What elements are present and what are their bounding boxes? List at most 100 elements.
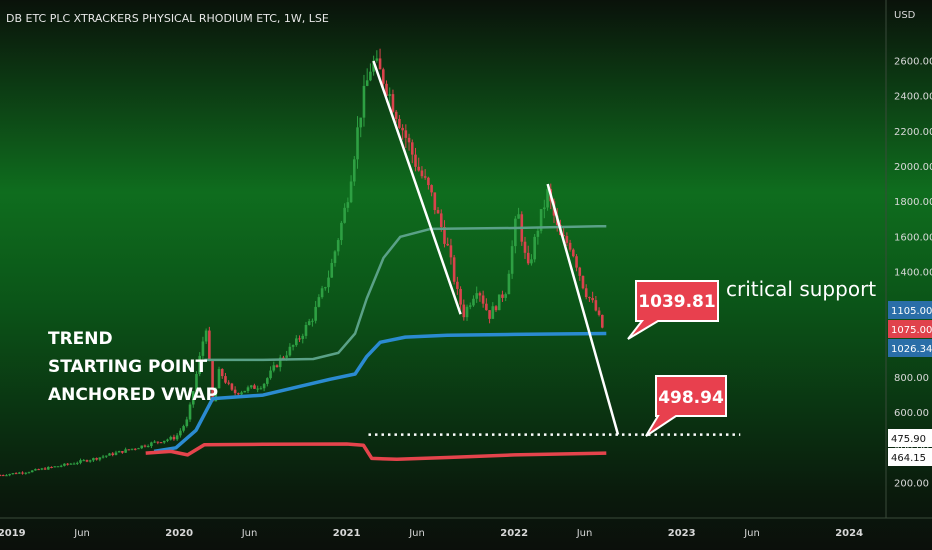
candle-body	[417, 166, 421, 171]
candle-body	[423, 176, 427, 178]
candle-body	[372, 60, 375, 72]
candle-body	[462, 304, 466, 318]
candle-body	[304, 324, 308, 336]
candle-body	[43, 468, 47, 470]
candle-body	[504, 294, 507, 298]
candle-body	[594, 300, 598, 311]
candle-body	[352, 159, 356, 182]
candle-body	[291, 345, 295, 347]
candle-body	[485, 303, 488, 311]
candle-body	[143, 445, 147, 447]
note-line-2: STARTING POINT	[48, 357, 207, 377]
candle-body	[327, 277, 330, 288]
candle-body	[359, 117, 363, 128]
candle-body	[66, 463, 69, 465]
candle-body	[47, 466, 50, 470]
candle-body	[433, 192, 437, 211]
candle-body	[468, 305, 472, 307]
candle-body	[514, 218, 517, 247]
candle-body	[391, 94, 395, 112]
candle-body	[256, 388, 259, 390]
candle-body	[111, 453, 115, 455]
candle-body	[410, 142, 414, 155]
x-tick-label: Jun	[743, 528, 760, 539]
price-tag-box	[888, 301, 932, 319]
candle-body	[191, 391, 195, 405]
candle-body	[14, 473, 18, 475]
candle-body	[59, 465, 63, 467]
support-callout-box	[627, 280, 719, 340]
candle-body	[208, 330, 211, 361]
candle-body	[343, 207, 346, 223]
candle-body	[108, 453, 111, 456]
candle-body	[182, 426, 185, 431]
candle-body	[156, 441, 160, 443]
candle-body	[21, 472, 24, 474]
candle-body	[140, 445, 144, 449]
candle-body	[572, 249, 575, 257]
candle-body	[533, 236, 536, 260]
candle-body	[24, 472, 28, 474]
candle-body	[488, 310, 491, 319]
x-tick-label: Jun	[576, 528, 593, 539]
candle-body	[37, 469, 40, 471]
x-tick-label: Jun	[241, 528, 258, 539]
candle-body	[159, 442, 163, 444]
candle-body	[169, 436, 173, 440]
candle-body	[385, 83, 388, 96]
candle-body	[0, 475, 2, 477]
candle-body	[82, 460, 86, 462]
candle-body	[562, 234, 565, 237]
trend-line-1	[546, 183, 620, 435]
candle-body	[253, 385, 256, 389]
candle-body	[497, 294, 501, 311]
candle-body	[333, 251, 337, 263]
candle-body	[311, 320, 314, 322]
price-tag-label: 1026.34	[891, 344, 932, 355]
candle-body	[220, 369, 224, 377]
trend-line-0	[372, 60, 462, 315]
candle-body	[324, 287, 327, 289]
candle-body	[259, 388, 263, 390]
candle-body	[114, 452, 118, 455]
price-tags: 1105.00 1075.00 1026.34 475.90 464.15	[888, 301, 932, 466]
candle-body	[198, 355, 201, 374]
candle-body	[430, 185, 433, 193]
candle-body	[381, 69, 385, 84]
candle-body	[227, 382, 230, 384]
candle-body	[188, 404, 192, 420]
candle-body	[591, 298, 594, 301]
target-callout-box	[645, 375, 727, 437]
candle-body	[420, 170, 424, 177]
candle-body	[18, 472, 21, 474]
candle-body	[452, 257, 456, 282]
candle-body	[217, 369, 221, 389]
candle-body	[320, 288, 324, 298]
candle-body	[407, 137, 411, 143]
y-tick-label: 1400.00	[894, 268, 932, 279]
candle-body	[336, 240, 340, 252]
x-tick-label: 2019	[0, 528, 26, 539]
x-tick-label: 2020	[165, 528, 193, 539]
price-tag-label: 1105.00	[891, 306, 932, 317]
candle-body	[246, 387, 250, 391]
x-tick-label: Jun	[408, 528, 425, 539]
candle-body	[101, 456, 105, 458]
note-line-1: TREND	[48, 329, 113, 349]
candle-body	[88, 460, 92, 462]
candle-body	[92, 458, 95, 461]
candle-body	[214, 388, 218, 402]
price-tag-label: 464.15	[891, 453, 926, 464]
candle-body	[317, 297, 321, 307]
candle-body	[530, 259, 533, 264]
x-tick-label: 2023	[668, 528, 696, 539]
candle-body	[378, 58, 382, 70]
candle-body	[481, 295, 485, 304]
candle-body	[172, 436, 176, 440]
candles-layer	[0, 48, 604, 477]
y-tick-label: 1800.00	[894, 197, 932, 208]
candle-body	[456, 281, 459, 289]
chart-title: DB ETC PLC XTRACKERS PHYSICAL RHODIUM ET…	[6, 12, 329, 25]
candle-body	[436, 210, 440, 214]
